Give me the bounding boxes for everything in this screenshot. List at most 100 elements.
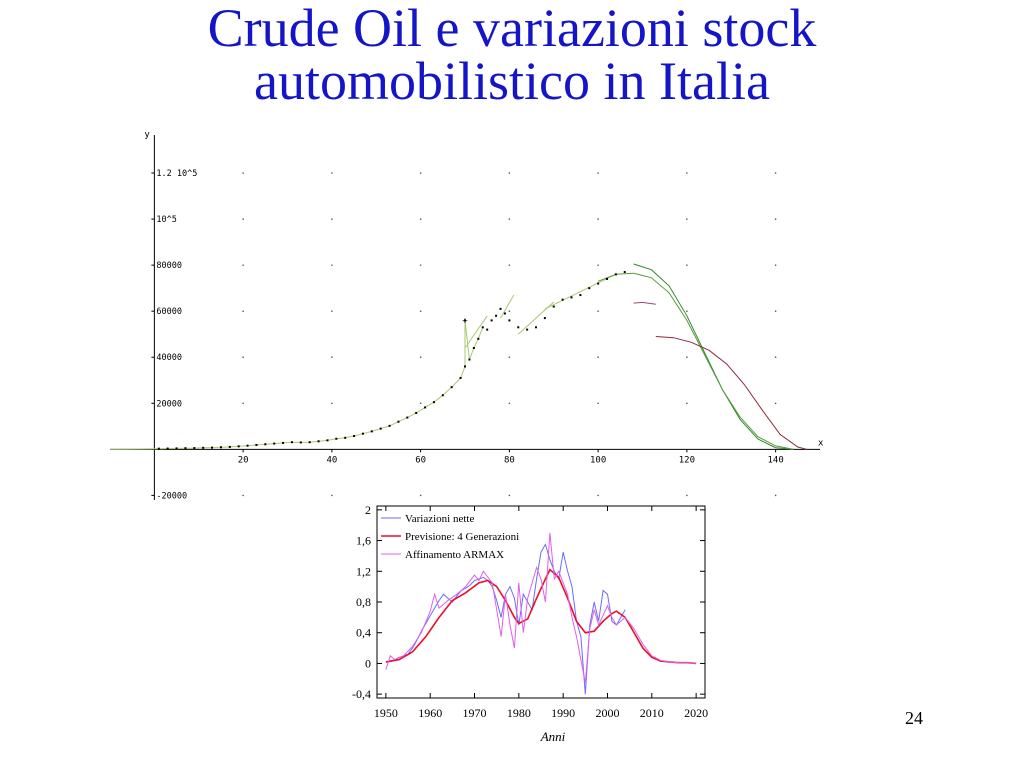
grid-dot: [242, 218, 244, 220]
grid-dot: [774, 494, 777, 497]
data-point: [432, 401, 435, 404]
grid-dot: [508, 310, 511, 312]
grid-dot: [597, 402, 599, 405]
x-tick-label: 1970: [463, 706, 487, 720]
y-tick-label: -20000: [156, 491, 187, 501]
grid-dot: [331, 172, 333, 174]
data-point: [486, 328, 489, 331]
y-tick-label: 1,2: [356, 564, 371, 578]
data-point: [495, 314, 498, 317]
data-point: [424, 406, 427, 409]
x-tick-label: 80: [504, 455, 515, 465]
guide-segment: [464, 315, 488, 349]
x-tick-label: 2000: [595, 706, 619, 720]
data-point: [370, 430, 373, 433]
top-chart-curves: [110, 263, 807, 450]
grid-dot: [686, 264, 688, 266]
page-number: 24: [905, 708, 923, 728]
bottom-chart-series: [385, 532, 697, 695]
grid-dot: [419, 402, 422, 405]
grid-dot: [774, 218, 777, 220]
data-point: [326, 439, 329, 442]
grid-dot: [242, 356, 244, 359]
y-tick-label: 2: [365, 503, 371, 517]
data-point: [273, 442, 276, 445]
guide-segment: [500, 294, 515, 319]
data-point: [570, 296, 573, 299]
x-tick-label: 100: [590, 455, 606, 465]
top-chart: xy 20 40 60 80 100 120 140-2000020000400006000…: [110, 130, 824, 501]
y-tick-label: 1,6: [356, 534, 371, 548]
data-point: [388, 424, 391, 427]
data-point: [623, 271, 626, 274]
x-tick-label: 1960: [418, 706, 442, 720]
bottom-chart-legend: Variazioni nette Previsione: 4 Generazion…: [381, 513, 519, 561]
legend-label: Previsione: 4 Generazioni: [405, 531, 519, 543]
x-tick-label: 60: [415, 455, 426, 465]
y-tick-label: 0,8: [356, 595, 371, 609]
grid-dot: [419, 218, 422, 220]
series-line-2: [385, 568, 697, 665]
data-point: [490, 319, 493, 322]
grid-dot: [419, 356, 422, 359]
slide-title: Crude Oil e variazioni stock automobilis…: [0, 0, 1024, 108]
data-point: [441, 394, 444, 397]
top-chart-points: +: [157, 271, 626, 450]
data-point: [211, 446, 214, 449]
legend-label: Variazioni nette: [405, 513, 474, 525]
grid-dot: [508, 402, 511, 405]
data-point: [397, 420, 400, 423]
data-point: [481, 326, 484, 329]
grid-dot: [597, 218, 599, 220]
data-point: [166, 447, 169, 450]
grid-dot: [508, 494, 511, 497]
slide-title-line-2: automobilistico in Italia: [254, 51, 770, 111]
data-point: [406, 416, 409, 419]
grid-dot: [597, 310, 599, 312]
x-tick-label: 1990: [551, 706, 575, 720]
y-tick-label: 60000: [156, 307, 182, 317]
fit-curve-c: [655, 336, 807, 450]
grid-dot: [686, 310, 688, 312]
data-point: [472, 347, 475, 350]
grid-dot: [242, 310, 244, 312]
data-point: [614, 273, 617, 276]
data-point: [459, 376, 462, 379]
y-tick-label: 0,4: [356, 626, 371, 640]
fit-curve-d: [633, 301, 656, 305]
grid-dot: [597, 494, 599, 497]
grid-dot: [686, 218, 688, 220]
grid-dot: [508, 172, 511, 174]
grid-dot: [242, 402, 244, 405]
fit-curve-b: [597, 272, 794, 450]
x-tick-label: 40: [326, 455, 337, 465]
data-point: [415, 411, 418, 414]
data-point: [282, 441, 285, 444]
x-tick-label: 2010: [640, 706, 664, 720]
series-line-1: [390, 543, 626, 695]
x-tick-label: 140: [767, 455, 783, 465]
grid-dot: [331, 310, 333, 312]
y-tick-label: 1.2 10^5: [156, 169, 197, 179]
bottom-chart-ticks: -0,4 0 0,4 0,8 1,2 1,6 2 1950 1960 1970 1980 1990 20…: [352, 503, 708, 744]
data-point: [184, 447, 187, 450]
data-point: [543, 317, 546, 320]
data-point: [246, 444, 249, 447]
data-point: [517, 326, 520, 329]
data-point: [361, 432, 364, 435]
top-chart-axes: xy: [110, 130, 824, 500]
data-point: [299, 441, 302, 444]
grid-dot: [686, 494, 688, 497]
data-point: [290, 441, 293, 444]
grid-dot: [597, 356, 599, 359]
data-point: [597, 282, 600, 285]
grid-dot: [419, 494, 422, 497]
guide-segment: [544, 273, 617, 310]
grid-dot: [331, 402, 333, 405]
x-tick-label: 1950: [374, 706, 398, 720]
grid-dot: [774, 310, 777, 312]
data-point: [308, 441, 311, 444]
legend-label: Affinamento ARMAX: [405, 549, 504, 561]
grid-dot: [686, 356, 688, 359]
data-point: [464, 319, 466, 322]
